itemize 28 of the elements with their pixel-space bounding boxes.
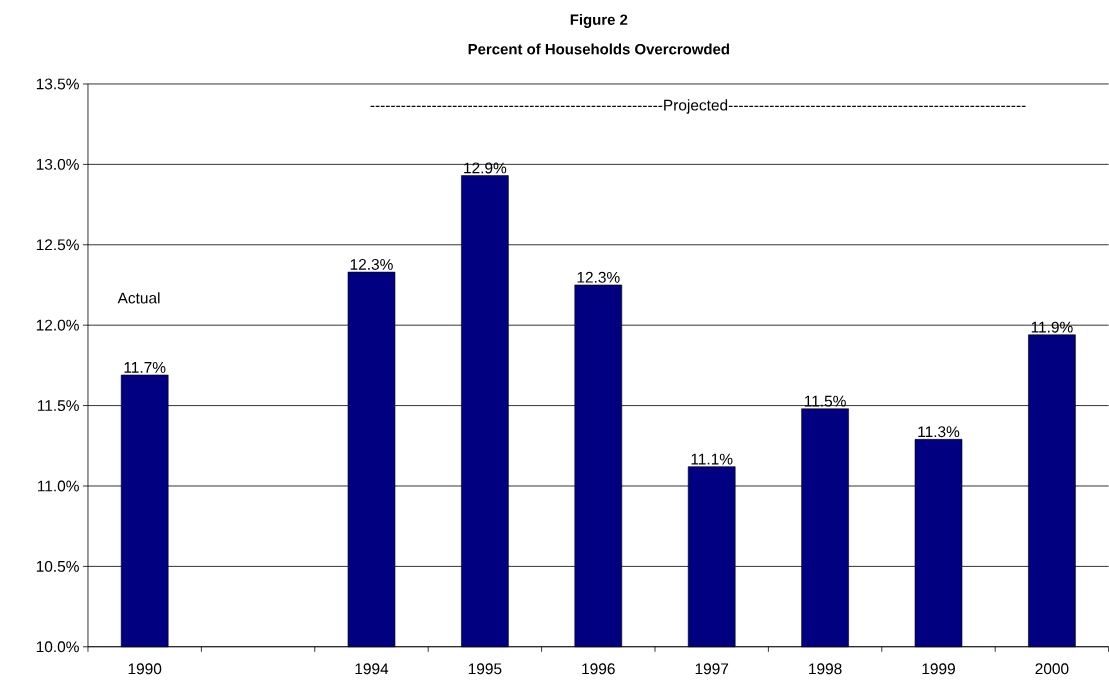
y-tick-label: 11.5%	[38, 400, 79, 412]
chart-title: Figure 2	[570, 14, 628, 29]
x-tick-label: 1996	[582, 663, 615, 675]
x-tick-label: 1999	[922, 663, 955, 675]
data-label: 12.9%	[464, 162, 507, 174]
x-tick-label: 1998	[809, 663, 842, 675]
y-tick-label: 10.5%	[36, 561, 79, 572]
y-tick-label: 13.0%	[36, 159, 79, 170]
data-label: 11.7%	[124, 362, 166, 373]
annotation: ---------------------------------------------------------Projected----------------------------------------------------------	[370, 99, 1026, 114]
x-tick-label: 1995	[468, 663, 502, 675]
data-label: 11.1%	[691, 453, 733, 465]
annotation: Actual	[117, 292, 160, 304]
data-label: 11.5%	[804, 395, 846, 407]
data-label: 12.3%	[577, 271, 620, 283]
y-tick-label: 10.0%	[36, 641, 79, 653]
data-label: 11.3%	[918, 426, 960, 438]
chart-subtitle: Percent of Households Overcrowded	[468, 43, 729, 55]
y-tick-label: 12.0%	[36, 319, 79, 331]
y-tick-label: 11.0%	[38, 480, 79, 492]
x-tick-label: 1990	[128, 663, 162, 675]
data-label: 11.9%	[1031, 321, 1073, 333]
x-tick-label: 1997	[695, 663, 729, 675]
data-label: 12.3%	[350, 259, 393, 271]
x-tick-label: 2000	[1035, 663, 1069, 675]
y-tick-label: 13.5%	[36, 78, 79, 90]
x-tick-label: 1994	[355, 663, 389, 675]
y-tick-label: 12.5%	[36, 239, 79, 251]
